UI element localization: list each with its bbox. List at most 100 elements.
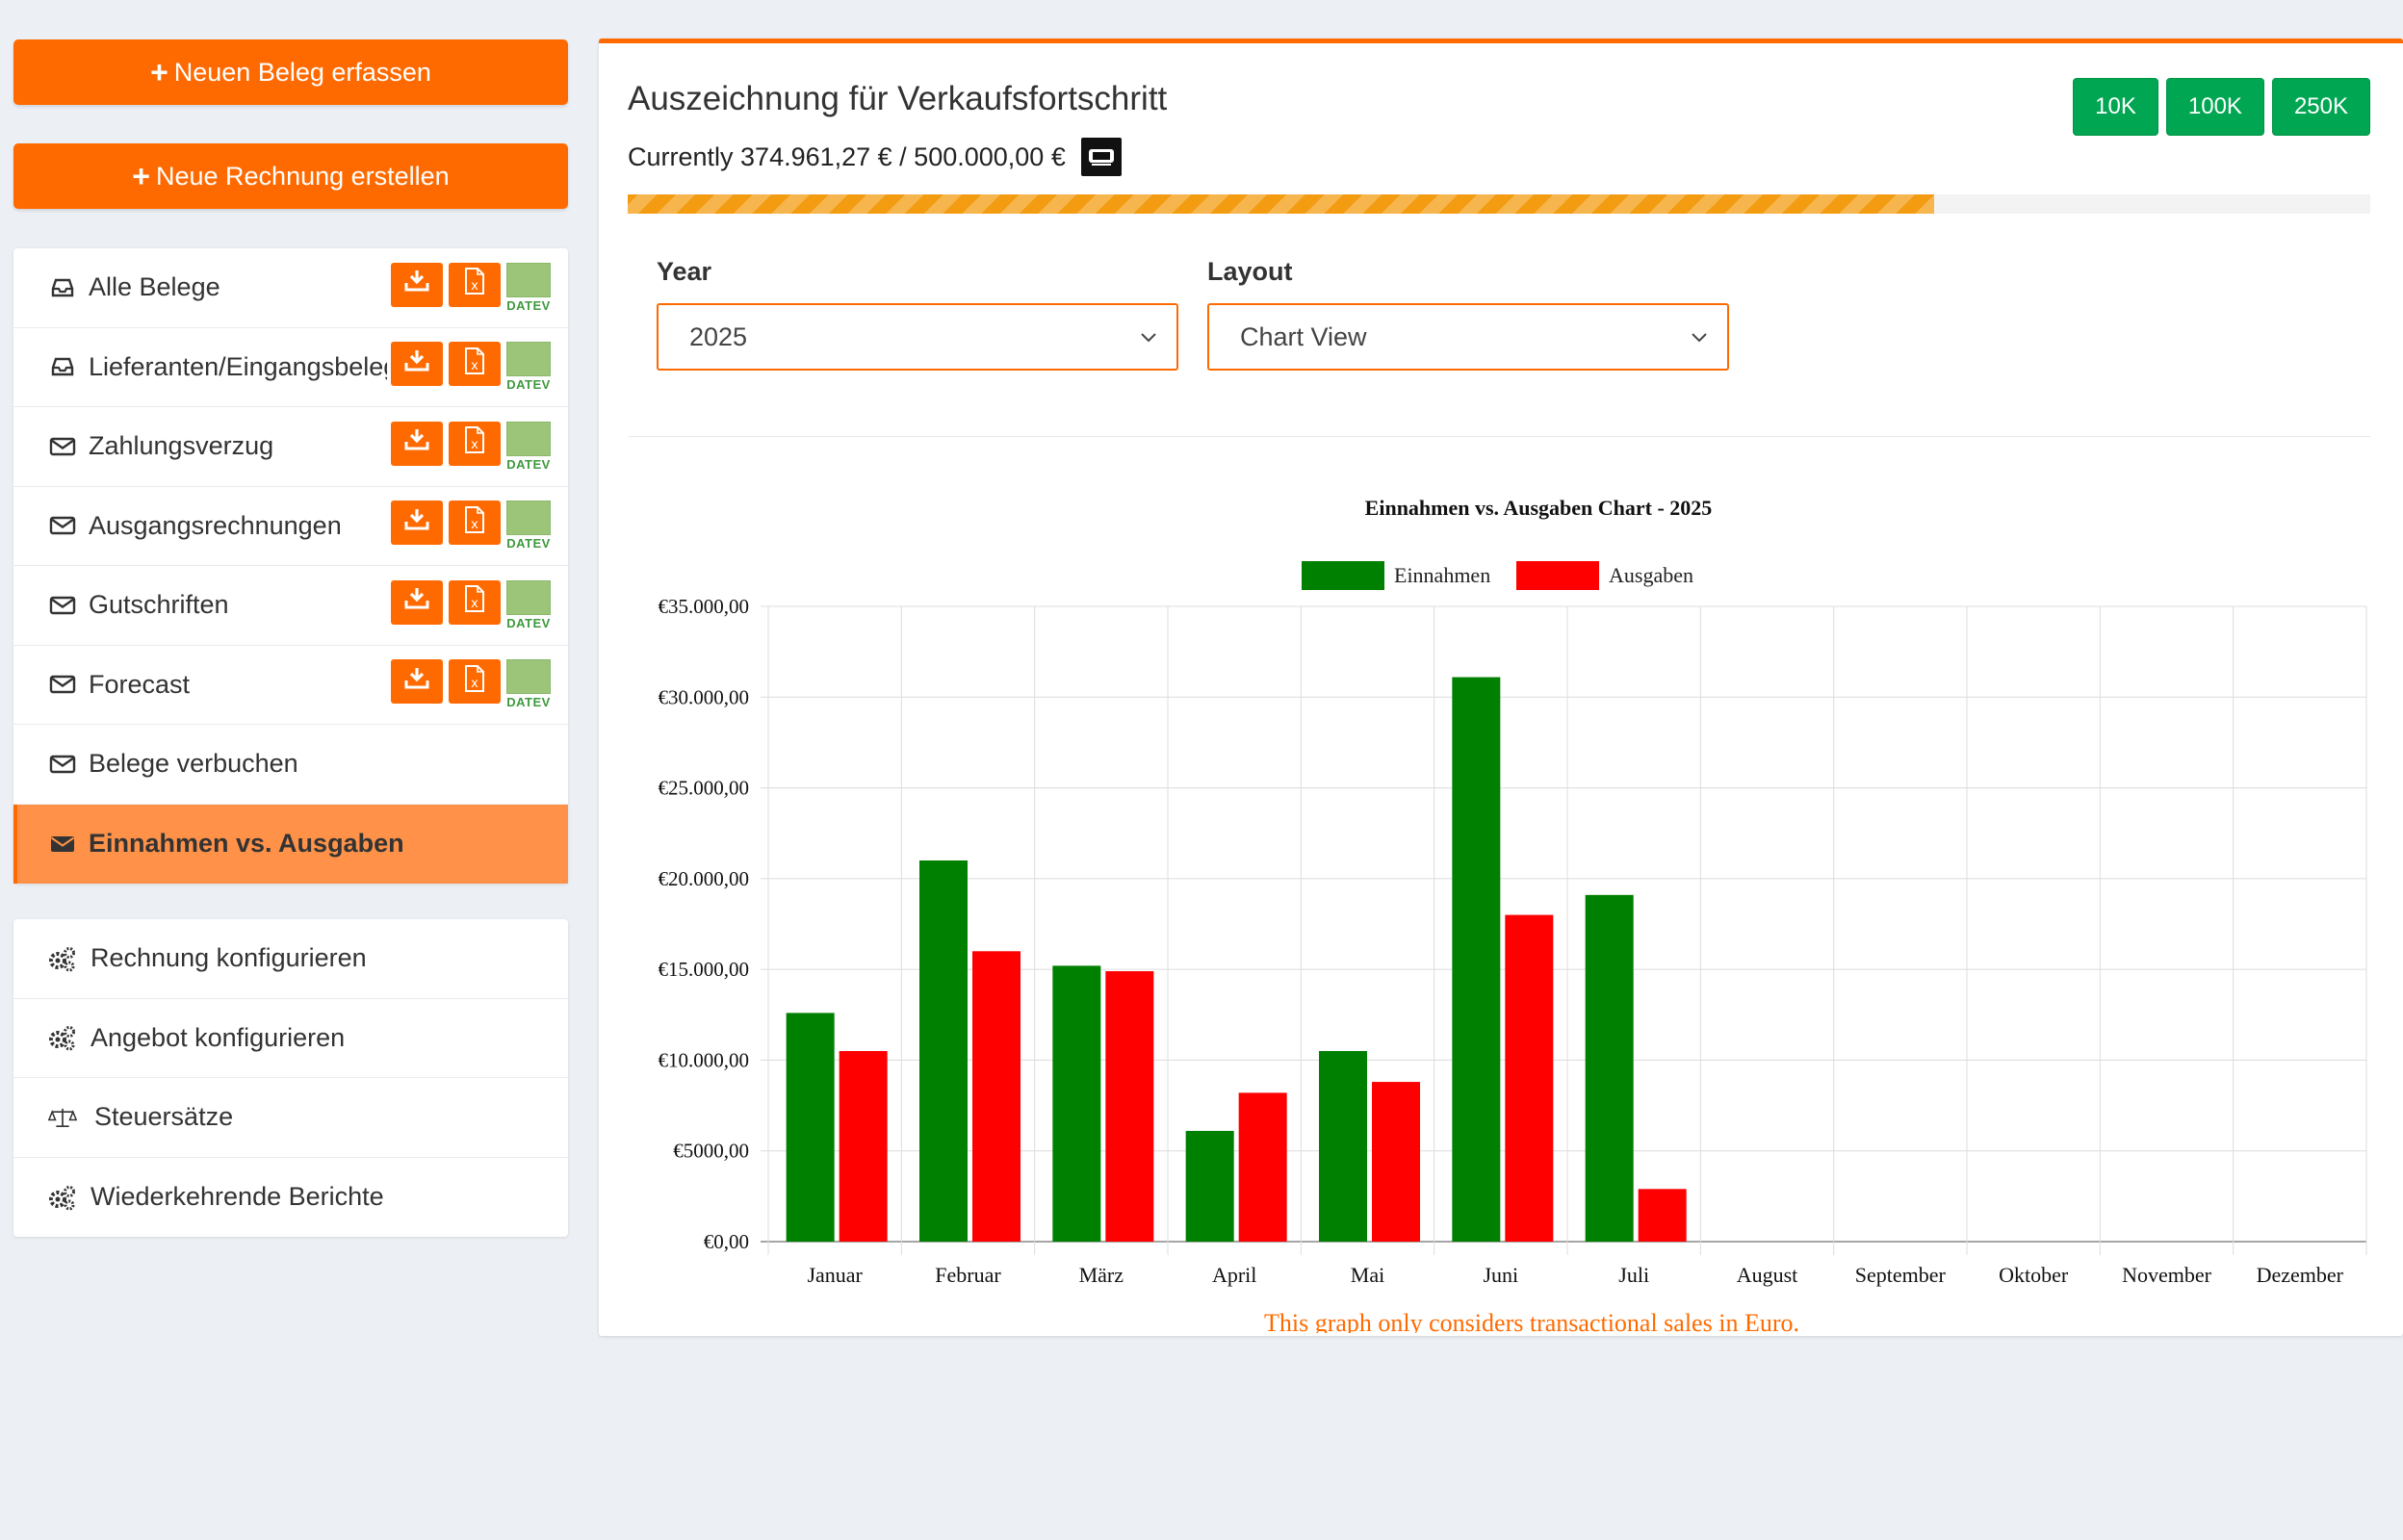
layout-select[interactable]: Chart View <box>1207 303 1729 371</box>
sidebar-item-label: Lieferanten/Eingangsbelege <box>89 351 413 381</box>
excel-export-button[interactable]: x <box>449 262 501 307</box>
year-select[interactable]: 2025 <box>657 303 1178 371</box>
datev-export-button[interactable]: DATEV <box>506 500 551 551</box>
bar-einnahmen-juli <box>1585 894 1634 1242</box>
svg-text:x: x <box>471 518 478 532</box>
chart-svg: Einnahmen vs. Ausgaben Chart - 2025 Einna… <box>659 496 2367 1337</box>
x-tick-label: Oktober <box>1999 1263 2069 1287</box>
bar-ausgaben-juni <box>1505 914 1554 1242</box>
datev-export-button[interactable]: DATEV <box>506 262 551 313</box>
download-button[interactable] <box>391 579 443 625</box>
y-tick-label: €5000,00 <box>673 1140 749 1163</box>
sidebar-item-label: Zahlungsverzug <box>89 431 274 461</box>
download-button[interactable] <box>391 500 443 546</box>
progress-text: Currently 374.961,27 € / 500.000,00 € <box>628 141 1066 171</box>
bar-einnahmen-marz <box>1052 965 1101 1242</box>
excel-export-button[interactable]: x <box>449 659 501 705</box>
inbox-icon <box>48 273 77 302</box>
sidebar-item-label: Belege verbuchen <box>89 749 298 779</box>
gears-icon <box>48 1023 77 1052</box>
y-tick-label: €20.000,00 <box>659 867 750 890</box>
sales-progress-bar <box>628 194 2370 214</box>
excel-file-icon: x <box>462 425 487 461</box>
x-tick-label: November <box>2122 1263 2212 1287</box>
y-tick-label: €15.000,00 <box>659 958 750 981</box>
new-receipt-button[interactable]: + Neuen Beleg erfassen <box>13 39 568 105</box>
row-actions: x DATEV <box>387 421 551 472</box>
envelope-icon <box>48 432 77 461</box>
datev-logo-icon <box>506 500 551 536</box>
datev-logo-icon <box>506 421 551 456</box>
datev-export-button[interactable]: DATEV <box>506 579 551 630</box>
goal-10k-button[interactable]: 10K <box>2073 78 2158 136</box>
x-tick-label: September <box>1855 1263 1947 1287</box>
goal-100k-button[interactable]: 100K <box>2165 78 2264 136</box>
bar-ausgaben-juli <box>1638 1189 1687 1242</box>
balance-scale-icon <box>48 1103 77 1132</box>
download-button[interactable] <box>391 262 443 307</box>
envelope-icon <box>48 591 77 620</box>
bar-ausgaben-april <box>1238 1092 1287 1242</box>
datev-logo-icon <box>506 342 551 377</box>
x-tick-label: Januar <box>807 1263 863 1287</box>
row-actions: x DATEV <box>387 659 551 710</box>
sidebar-item-gutschriften[interactable]: Gutschriften x DATEV <box>13 566 568 646</box>
legend-swatch-einnahmen <box>1302 561 1384 590</box>
new-invoice-button[interactable]: + Neue Rechnung erstellen <box>13 143 568 209</box>
sidebar-nav: Alle Belege x DATEV Lieferanten/Eingangsbel… <box>13 248 568 884</box>
download-button[interactable] <box>391 421 443 466</box>
sidebar-item-steuersatze[interactable]: Steuersätze <box>13 1078 568 1158</box>
x-tick-label: Mai <box>1351 1263 1384 1287</box>
download-button[interactable] <box>391 659 443 705</box>
sidebar-item-rechnung-konfigurieren[interactable]: Rechnung konfigurieren <box>13 919 568 999</box>
datev-logo-icon <box>506 659 551 695</box>
sidebar-item-label: Alle Belege <box>89 272 220 302</box>
bar-einnahmen-april <box>1185 1130 1234 1242</box>
download-icon <box>403 269 430 300</box>
svg-text:x: x <box>471 279 478 294</box>
sidebar-item-angebot-konfigurieren[interactable]: Angebot konfigurieren <box>13 999 568 1078</box>
plus-icon: + <box>132 159 150 193</box>
gears-icon <box>48 944 77 973</box>
chart-title: Einnahmen vs. Ausgaben Chart - 2025 <box>1365 496 1713 520</box>
download-icon <box>403 507 430 539</box>
sidebar-item-zahlungsverzug[interactable]: Zahlungsverzug x DATEV <box>13 407 568 487</box>
excel-export-button[interactable]: x <box>449 342 501 387</box>
svg-text:x: x <box>471 677 478 691</box>
svg-text:x: x <box>471 597 478 611</box>
datev-export-button[interactable]: DATEV <box>506 421 551 472</box>
x-tick-label: Juni <box>1483 1263 1518 1287</box>
excel-export-button[interactable]: x <box>449 500 501 546</box>
chart-footnote: This graph only considers transactional … <box>1264 1309 1799 1333</box>
download-icon <box>403 586 430 618</box>
sidebar-item-belege-verbuchen[interactable]: Belege verbuchen <box>13 725 568 805</box>
bar-einnahmen-mai <box>1319 1051 1367 1242</box>
datev-label: DATEV <box>506 297 551 313</box>
sidebar-item-einnahmen-vs-ausgaben[interactable]: Einnahmen vs. Ausgaben <box>13 804 568 884</box>
x-tick-label: April <box>1212 1263 1256 1287</box>
y-tick-label: €25.000,00 <box>659 777 750 800</box>
sidebar-item-label: Angebot konfigurieren <box>90 1022 346 1052</box>
excel-file-icon: x <box>462 505 487 541</box>
sidebar-item-label: Gutschriften <box>89 590 229 620</box>
sidebar-item-label: Wiederkehrende Berichte <box>90 1182 384 1212</box>
download-icon <box>403 427 430 459</box>
sidebar-item-label: Ausgangsrechnungen <box>89 510 342 540</box>
new-receipt-label: Neuen Beleg erfassen <box>173 57 431 87</box>
excel-export-button[interactable]: x <box>449 421 501 466</box>
sidebar-item-lieferanten-eingangsbelege[interactable]: Lieferanten/Eingangsbelege x DATEV <box>13 328 568 407</box>
x-tick-label: Juli <box>1618 1263 1649 1287</box>
row-actions: x DATEV <box>387 342 551 393</box>
sidebar-item-ausgangsrechnungen[interactable]: Ausgangsrechnungen x DATEV <box>13 487 568 566</box>
legend-label-einnahmen: Einnahmen <box>1394 563 1490 587</box>
sidebar-item-alle-belege[interactable]: Alle Belege x DATEV <box>13 248 568 328</box>
datev-export-button[interactable]: DATEV <box>506 659 551 709</box>
datev-export-button[interactable]: DATEV <box>506 342 551 392</box>
sidebar-item-wiederkehrende-berichte[interactable]: Wiederkehrende Berichte <box>13 1158 568 1238</box>
goal-250k-button[interactable]: 250K <box>2271 78 2370 136</box>
sidebar-item-forecast[interactable]: Forecast x DATEV <box>13 646 568 725</box>
download-button[interactable] <box>391 342 443 387</box>
sales-progress-fill <box>628 194 1935 214</box>
excel-export-button[interactable]: x <box>449 579 501 625</box>
goal-button-group: 10K 100K 250K <box>2073 78 2370 136</box>
